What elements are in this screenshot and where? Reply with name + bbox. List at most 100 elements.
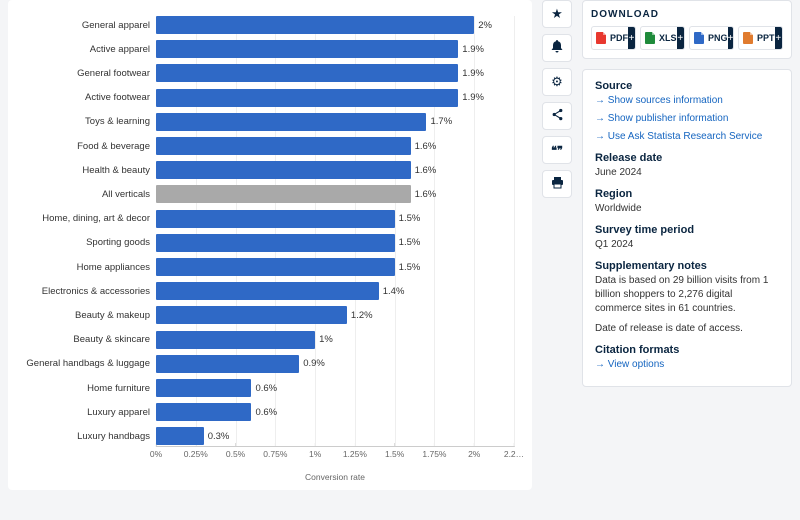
bar-value-label: 1% [319, 334, 333, 345]
bar-rect[interactable] [156, 258, 395, 276]
release-value: June 2024 [595, 166, 779, 180]
period-heading: Survey time period [595, 224, 779, 236]
share-button[interactable] [542, 102, 572, 130]
favorite-button[interactable]: ★ [542, 0, 572, 28]
bar-value-label: 1.4% [383, 286, 405, 297]
x-tick: 0.75% [263, 447, 287, 459]
bar-value-label: 1.5% [399, 237, 421, 248]
bar-rect[interactable] [156, 427, 204, 445]
file-icon [694, 32, 705, 44]
bar-rect[interactable] [156, 40, 458, 58]
download-ppt-button[interactable]: PPT+ [738, 26, 783, 50]
plus-icon: + [628, 27, 635, 49]
bar-rect[interactable] [156, 403, 251, 421]
bar-row: Beauty & makeup1.2% [156, 306, 514, 324]
download-png-button[interactable]: PNG+ [689, 26, 734, 50]
bar-rect[interactable] [156, 64, 458, 82]
bar-rect[interactable] [156, 210, 395, 228]
share-icon [551, 108, 564, 124]
x-axis: 0%0.25%0.5%0.75%1%1.25%1.5%1.75%2%2.2… [156, 446, 514, 466]
notes-extra: Date of release is date of access. [595, 322, 779, 336]
star-icon: ★ [551, 6, 563, 22]
file-icon [743, 32, 754, 44]
bar-row: Home appliances1.5% [156, 258, 514, 276]
cite-button[interactable]: ❝❞ [542, 136, 572, 164]
download-xls-button[interactable]: XLS+ [640, 26, 685, 50]
x-tick: 0.25% [184, 447, 208, 459]
bar-row: General footwear1.9% [156, 64, 514, 82]
plus-icon: + [775, 27, 782, 49]
region-heading: Region [595, 188, 779, 200]
notify-button[interactable] [542, 34, 572, 62]
bar-rect[interactable] [156, 161, 411, 179]
bar-category-label: Beauty & makeup [75, 310, 150, 321]
bell-icon [551, 40, 563, 56]
bar-value-label: 0.9% [303, 358, 325, 369]
settings-button[interactable]: ⚙ [542, 68, 572, 96]
bar-rect[interactable] [156, 89, 458, 107]
bar-row: Active apparel1.9% [156, 40, 514, 58]
file-icon [645, 32, 656, 44]
bar-value-label: 2% [478, 20, 492, 31]
bar-value-label: 1.2% [351, 310, 373, 321]
source-heading: Source [595, 80, 779, 92]
x-axis-title: Conversion rate [156, 472, 514, 482]
bar-value-label: 0.6% [255, 383, 277, 394]
bar-rect[interactable] [156, 282, 379, 300]
bar-category-label: Beauty & skincare [73, 334, 150, 345]
gear-icon: ⚙ [551, 74, 563, 90]
bar-category-label: Active footwear [85, 92, 150, 103]
citation-link[interactable]: View options [595, 358, 779, 372]
bar-category-label: All verticals [102, 189, 150, 200]
print-button[interactable] [542, 170, 572, 198]
quote-icon: ❝❞ [551, 144, 563, 157]
bar-category-label: Luxury handbags [77, 431, 150, 442]
gridline [514, 16, 515, 446]
bar-category-label: Home furniture [87, 383, 150, 394]
bar-value-label: 1.5% [399, 213, 421, 224]
source-link-3[interactable]: Use Ask Statista Research Service [595, 130, 779, 144]
x-tick: 2.2… [504, 447, 524, 459]
bar-row: Active footwear1.9% [156, 89, 514, 107]
bar-rect[interactable] [156, 331, 315, 349]
bar-category-label: Sporting goods [86, 237, 150, 248]
bar-category-label: Home appliances [77, 262, 150, 273]
source-link-1[interactable]: Show sources information [595, 94, 779, 108]
bar-row: Health & beauty1.6% [156, 161, 514, 179]
bar-value-label: 0.3% [208, 431, 230, 442]
bar-chart: General apparel2% Active apparel1.9% Gener… [16, 12, 524, 482]
bar-row: All verticals1.6% [156, 185, 514, 203]
bar-rect[interactable] [156, 379, 251, 397]
chart-toolbar: ★ ⚙ ❝❞ [542, 0, 572, 490]
bar-category-label: Toys & learning [85, 116, 150, 127]
bar-rect[interactable] [156, 306, 347, 324]
side-panel: DOWNLOAD PDF+XLS+PNG+PPT+ Source Show so… [582, 0, 792, 490]
bar-row: General apparel2% [156, 16, 514, 34]
bar-value-label: 1.5% [399, 262, 421, 273]
bar-row: Luxury handbags0.3% [156, 427, 514, 445]
source-link-2[interactable]: Show publisher information [595, 112, 779, 126]
download-pdf-button[interactable]: PDF+ [591, 26, 636, 50]
bar-value-label: 1.7% [430, 116, 452, 127]
region-value: Worldwide [595, 202, 779, 216]
bar-category-label: Food & beverage [77, 141, 150, 152]
plus-icon: + [677, 27, 684, 49]
file-icon [596, 32, 607, 44]
download-label: XLS [659, 33, 677, 43]
bar-rect[interactable] [156, 234, 395, 252]
x-tick: 2% [468, 447, 480, 459]
bar-rect[interactable] [156, 137, 411, 155]
bar-value-label: 1.6% [415, 141, 437, 152]
notes-value: Data is based on 29 billion visits from … [595, 274, 779, 316]
bar-rect[interactable] [156, 16, 474, 34]
bar-rect[interactable] [156, 185, 411, 203]
period-value: Q1 2024 [595, 238, 779, 252]
bar-category-label: Luxury apparel [87, 407, 150, 418]
notes-heading: Supplementary notes [595, 260, 779, 272]
bar-row: Beauty & skincare1% [156, 331, 514, 349]
bar-rect[interactable] [156, 355, 299, 373]
bar-rect[interactable] [156, 113, 426, 131]
bar-value-label: 1.6% [415, 189, 437, 200]
bar-category-label: General handbags & luggage [26, 358, 150, 369]
bar-value-label: 1.9% [462, 92, 484, 103]
